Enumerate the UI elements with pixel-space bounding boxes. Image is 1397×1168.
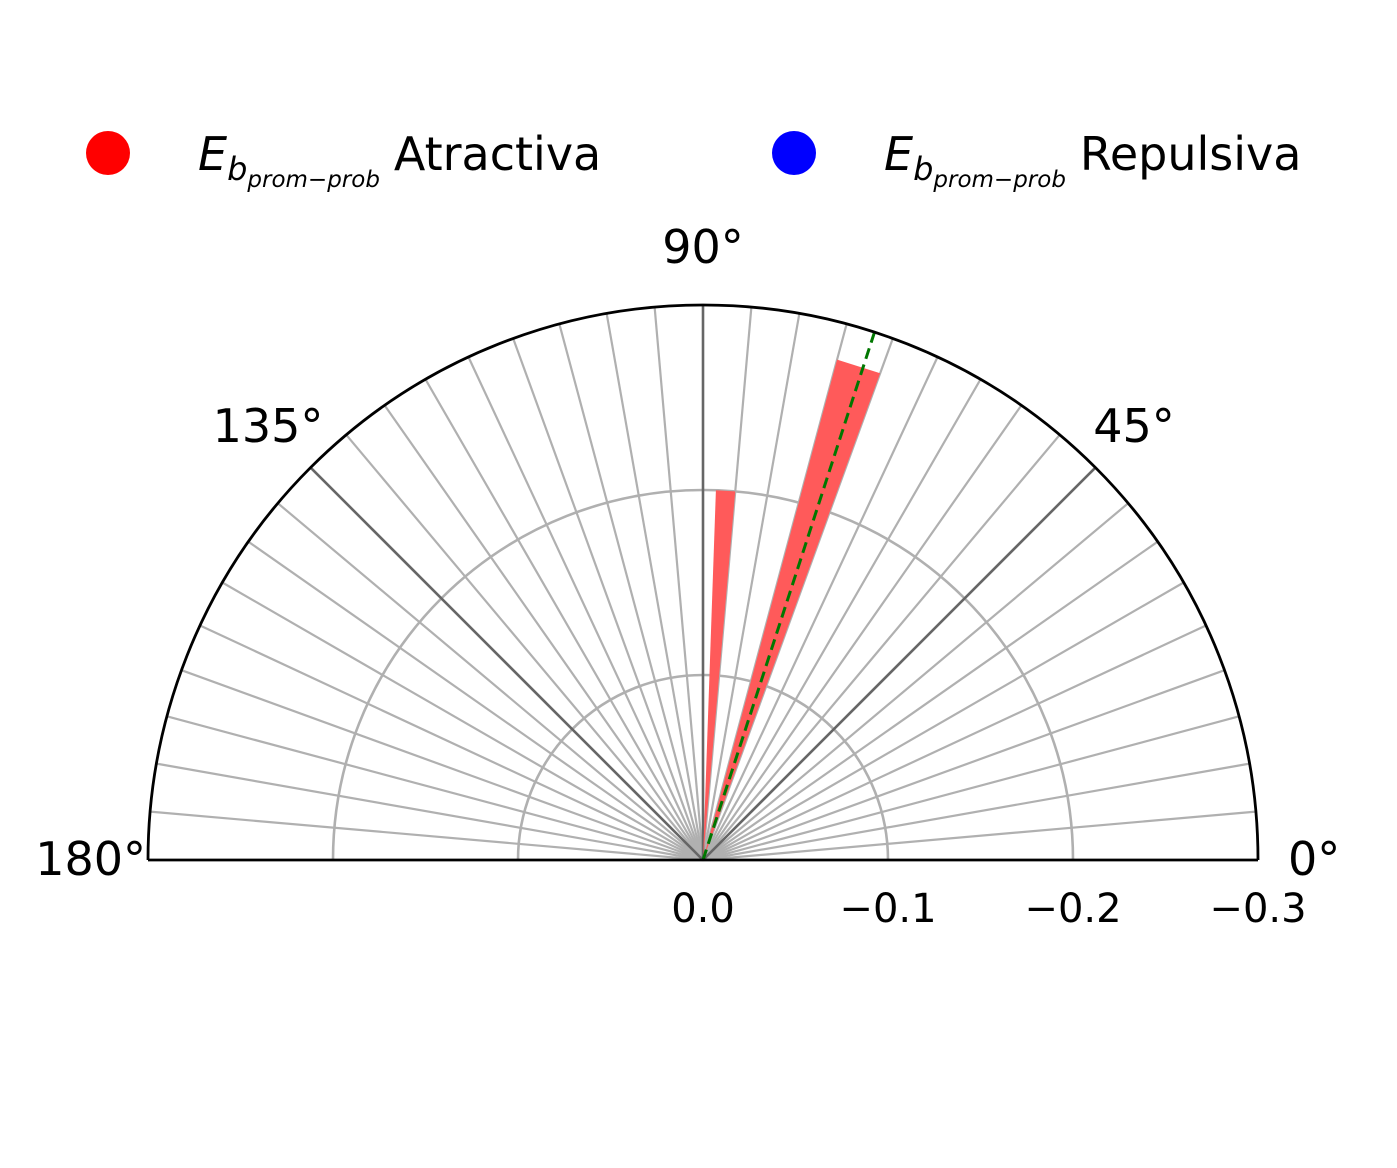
gridline-160: [181, 669, 704, 862]
gridline-105: [558, 323, 705, 861]
gridline-55: [702, 404, 1023, 861]
gridline-15: [702, 715, 1240, 862]
gridline-170: [156, 762, 704, 862]
gridline-150: [221, 581, 704, 861]
legend-subsubscript: prom−prob: [246, 167, 380, 193]
radial-tick-3: −0.3: [1209, 886, 1306, 932]
gridline-130: [345, 434, 704, 861]
gridline-30: [702, 581, 1185, 861]
major-gridline-135: [309, 466, 704, 861]
gridline-65: [702, 356, 939, 861]
legend-subscript: b: [913, 150, 933, 188]
legend-symbol: E: [884, 127, 913, 181]
angle-tick-0: 0°: [1288, 832, 1340, 886]
radial-tick-labels: 0.0 −0.1 −0.2 −0.3: [671, 886, 1306, 932]
legend-marker-atractiva: [86, 131, 130, 175]
gridline-165: [166, 715, 704, 862]
legend-subscript: b: [227, 150, 247, 188]
legend-text: Atractiva: [394, 127, 601, 181]
gridline-25: [702, 624, 1207, 861]
bar-0-1: [703, 359, 881, 860]
legend-marker-repulsiva: [772, 131, 816, 175]
radial-tick-0: 0.0: [671, 886, 735, 932]
gridline-10: [702, 762, 1250, 862]
outer-arc: [146, 303, 1260, 861]
angle-tick-labels: 0° 45° 90° 135° 180°: [35, 220, 1340, 886]
gridline-175: [150, 810, 704, 862]
radial-tick-2: −0.2: [1024, 886, 1121, 932]
legend-text: Repulsiva: [1080, 127, 1302, 181]
legend: Ebprom−prob Atractiva Ebprom−prob Repulsiv…: [86, 127, 1301, 193]
legend-label-repulsiva: Ebprom−prob Repulsiva: [884, 127, 1301, 193]
gridline-140: [277, 502, 704, 861]
polar-frame: [146, 303, 1260, 862]
gridline-145: [247, 540, 704, 861]
gridline-120: [424, 378, 704, 861]
bar-series-atractiva: [703, 359, 881, 860]
gridline-95: [653, 307, 705, 861]
bar-0-0: [703, 490, 736, 860]
legend-symbol: E: [198, 127, 227, 181]
gridline-60: [702, 378, 982, 861]
radial-tick-1: −0.1: [839, 886, 936, 932]
legend-label-atractiva: Ebprom−prob Atractiva: [198, 127, 601, 193]
gridline-50: [702, 434, 1061, 861]
gridline-125: [383, 404, 704, 861]
reference-line: [701, 331, 876, 861]
gridline-35: [702, 540, 1159, 861]
gridline-115: [467, 356, 704, 861]
reference-line-stroke: [701, 331, 876, 861]
gridline-5: [702, 810, 1256, 862]
angle-tick-135: 135°: [213, 399, 324, 453]
angle-tick-90: 90°: [662, 220, 744, 274]
gridline-155: [199, 624, 704, 861]
major-angular-gridlines: [309, 305, 1097, 861]
gridline-40: [702, 502, 1129, 861]
gridline-20: [702, 669, 1225, 862]
legend-subsubscript: prom−prob: [932, 167, 1066, 193]
angle-tick-45: 45°: [1093, 399, 1175, 453]
gridline-110: [512, 338, 705, 861]
gridline-80: [701, 313, 801, 861]
angle-tick-180: 180°: [35, 832, 146, 886]
gridline-100: [605, 313, 705, 861]
major-gridline-45: [702, 466, 1097, 861]
